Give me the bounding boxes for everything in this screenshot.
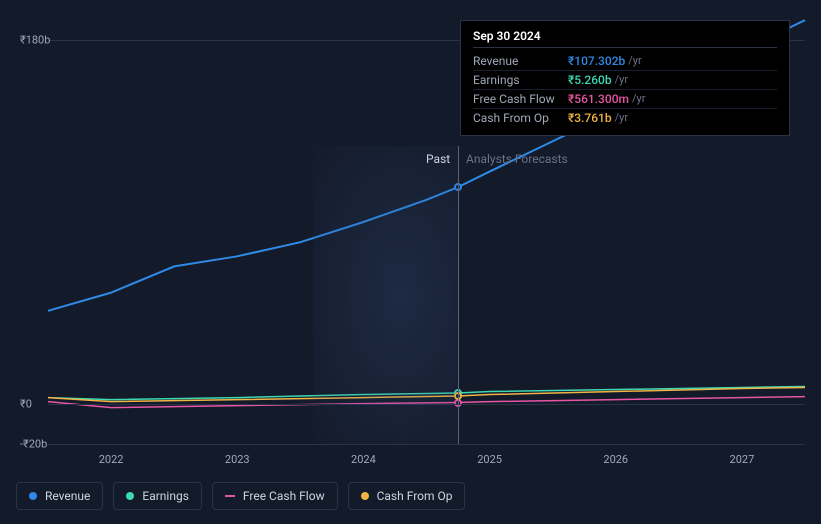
- legend-label: Cash From Op: [377, 489, 453, 503]
- tooltip-metric-value: ₹107.302b: [568, 54, 625, 68]
- tooltip-metric-value: ₹561.300m: [568, 92, 629, 106]
- tooltip-metric-label: Free Cash Flow: [473, 92, 568, 106]
- tooltip-metric-label: Earnings: [473, 73, 568, 87]
- legend-label: Earnings: [142, 489, 189, 503]
- x-axis-tick-label: 2025: [477, 453, 502, 466]
- gridline: [48, 444, 805, 445]
- legend-swatch: [126, 492, 134, 500]
- x-axis-tick-label: 2024: [351, 453, 376, 466]
- y-axis-tick-label: ₹0: [20, 397, 32, 410]
- x-axis-tick-label: 2027: [730, 453, 755, 466]
- legend-swatch: [225, 495, 235, 497]
- tooltip-row: Cash From Op₹3.761b/yr: [473, 109, 777, 127]
- legend-label: Revenue: [45, 489, 90, 503]
- legend-item[interactable]: Cash From Op: [348, 482, 466, 510]
- tooltip-metric-unit: /yr: [632, 92, 645, 106]
- cursor-line: [458, 146, 459, 444]
- x-axis-tick-label: 2022: [99, 453, 124, 466]
- legend-item[interactable]: Earnings: [113, 482, 202, 510]
- legend: Revenue Earnings Free Cash Flow Cash From O…: [16, 482, 465, 510]
- legend-swatch: [361, 492, 369, 500]
- tooltip-metric-label: Cash From Op: [473, 111, 568, 125]
- tooltip-metric-value: ₹3.761b: [568, 111, 612, 125]
- tooltip-row: Free Cash Flow₹561.300m/yr: [473, 90, 777, 109]
- tooltip-row: Revenue₹107.302b/yr: [473, 52, 777, 71]
- tooltip-date: Sep 30 2024: [473, 29, 777, 48]
- y-axis-tick-label: -₹20b: [20, 438, 47, 451]
- tooltip-metric-label: Revenue: [473, 54, 568, 68]
- tooltip-metric-value: ₹5.260b: [568, 73, 612, 87]
- x-axis-tick-label: 2026: [603, 453, 628, 466]
- tooltip-metric-unit: /yr: [615, 111, 628, 125]
- legend-item[interactable]: Free Cash Flow: [212, 482, 338, 510]
- past-label: Past: [426, 152, 450, 166]
- legend-item[interactable]: Revenue: [16, 482, 103, 510]
- forecast-label: Analysts Forecasts: [466, 152, 568, 166]
- legend-swatch: [29, 492, 37, 500]
- tooltip-row: Earnings₹5.260b/yr: [473, 71, 777, 90]
- tooltip-metric-unit: /yr: [628, 54, 641, 68]
- y-axis-tick-label: ₹180b: [20, 34, 50, 47]
- x-axis-tick-label: 2023: [225, 453, 250, 466]
- past-highlight-area: [313, 146, 458, 444]
- tooltip: Sep 30 2024 Revenue₹107.302b/yrEarnings₹…: [460, 20, 790, 136]
- tooltip-metric-unit: /yr: [615, 73, 628, 87]
- legend-label: Free Cash Flow: [243, 489, 325, 503]
